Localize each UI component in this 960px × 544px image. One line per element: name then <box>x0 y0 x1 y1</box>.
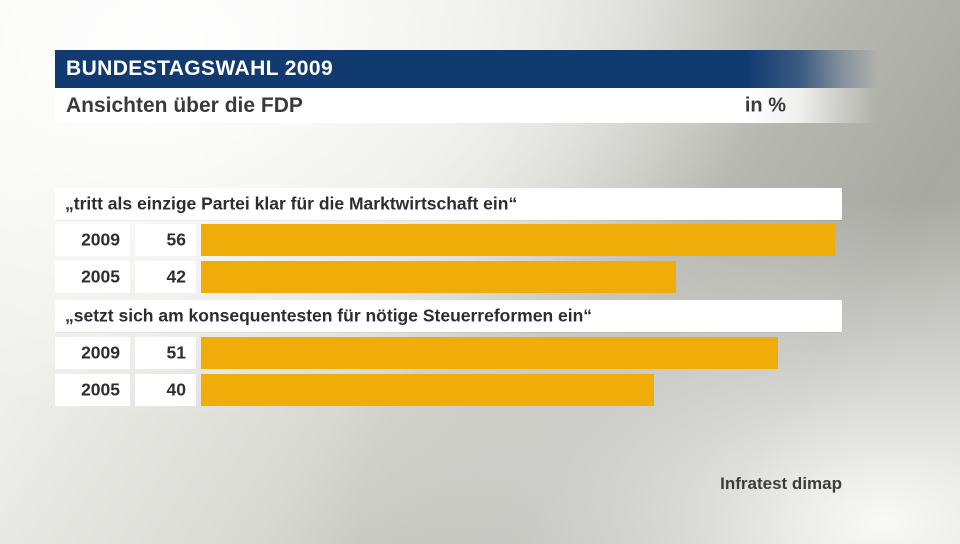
group-label-1-text: „tritt als einzige Partei klar für die M… <box>65 193 518 214</box>
row-bar <box>201 374 654 406</box>
page-title: BUNDESTAGSWAHL 2009 <box>66 57 334 80</box>
row-value-label: 51 <box>166 342 186 363</box>
row-value-box: 42 <box>135 261 196 293</box>
group-label-1: „tritt als einzige Partei klar für die M… <box>55 188 842 220</box>
chart-panel: „tritt als einzige Partei klar für die M… <box>55 160 842 470</box>
row-value-box: 51 <box>135 337 196 369</box>
row-value-box: 56 <box>135 224 196 256</box>
unit-label: in % <box>744 94 786 116</box>
row-bar <box>201 337 779 369</box>
row-bar <box>201 224 835 256</box>
row-bar <box>201 261 677 293</box>
row-value-label: 40 <box>166 379 186 400</box>
row-year-box: 2009 <box>55 224 130 256</box>
row-value-label: 56 <box>166 229 186 250</box>
group-label-2: „setzt sich am konsequentesten für nötig… <box>55 300 842 332</box>
source-attribution: Infratest dimap <box>720 474 842 493</box>
row-year-box: 2005 <box>55 374 130 406</box>
row-value-box: 40 <box>135 374 196 406</box>
row-year-label: 2009 <box>81 342 120 363</box>
row-year-box: 2005 <box>55 261 130 293</box>
row-year-label: 2009 <box>81 229 120 250</box>
row-year-label: 2005 <box>81 266 120 287</box>
row-year-label: 2005 <box>81 379 120 400</box>
title-bar: BUNDESTAGSWAHL 2009 <box>55 50 878 88</box>
group-label-2-text: „setzt sich am konsequentesten für nötig… <box>65 305 593 326</box>
page-subtitle: Ansichten über die FDP <box>66 93 303 117</box>
row-value-label: 42 <box>166 266 186 287</box>
subtitle-bar: Ansichten über die FDP in % <box>55 88 878 123</box>
row-year-box: 2009 <box>55 337 130 369</box>
